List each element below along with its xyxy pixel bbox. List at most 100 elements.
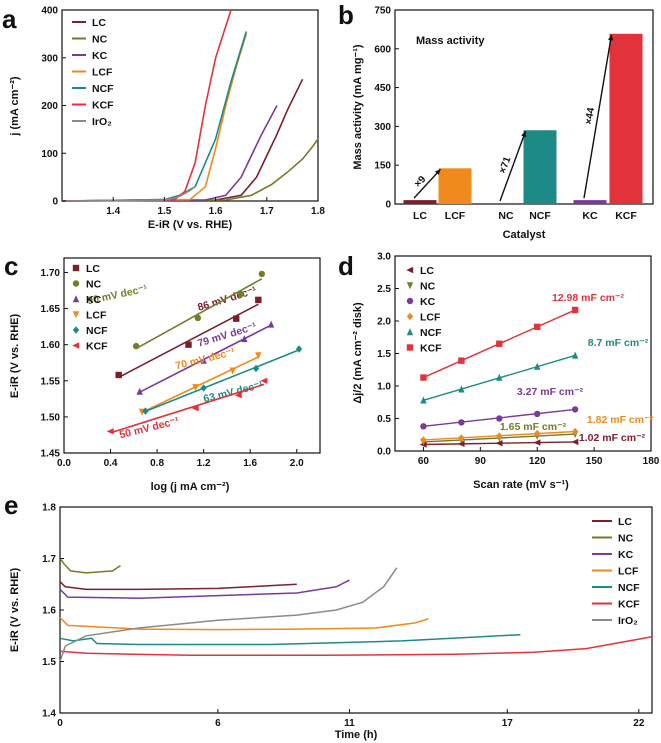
panel-a-ylabel: j (mA cm⁻²) [9, 76, 21, 137]
panel-letter-d: d [338, 251, 354, 281]
panel-c-x-tick-label: 1.2 [197, 458, 211, 469]
legend-marker-nc [406, 282, 414, 290]
data-point-kcf [534, 323, 541, 331]
panel-a-y-tick-label: 400 [41, 6, 58, 17]
legend-label-lcf: LCF [92, 67, 113, 79]
legend-marker-ncf [72, 326, 80, 334]
panel-a-x-tick-label: 1.4 [106, 206, 120, 217]
panel-e-x-tick-label: 6 [215, 718, 221, 729]
ratio-arrow [499, 131, 527, 202]
data-point-kcf [191, 405, 199, 412]
cdl-label-lc: 1.02 mF cm⁻² [579, 432, 646, 444]
panel-c-x-tick-label: 1.6 [243, 458, 257, 469]
fit-line-kc [139, 324, 272, 393]
data-point-ncf [200, 384, 207, 392]
series-line-iro2 [59, 567, 398, 662]
data-point-kcf [496, 340, 503, 347]
panel-d-y-tick-label: 0.0 [377, 447, 391, 458]
bar-label-ncf: NCF [529, 210, 551, 222]
panel-a-x-tick-label: 1.5 [157, 206, 171, 217]
bar-nc [489, 202, 523, 204]
ratio-arrowhead [608, 34, 614, 41]
bar-lcf [438, 168, 472, 204]
panel-d-x-tick-label: 150 [586, 456, 603, 467]
panel-e-x-tick-label: 17 [502, 718, 514, 729]
panel-e-x-tick-label: 22 [633, 718, 645, 729]
legend-label-kc: KC [92, 50, 108, 62]
panel-c-x-tick-label: 0.4 [104, 458, 118, 469]
panel-a-y-tick-label: 200 [41, 101, 58, 112]
legend-marker-lcf [406, 312, 414, 321]
panel-e-y-tick-label: 1.5 [42, 657, 56, 668]
data-point-lcf [571, 427, 579, 436]
panel-d-x-tick-label: 60 [418, 456, 430, 467]
bar-kc [573, 200, 607, 204]
cdl-label-lcf: 1.82 mF cm⁻² [587, 414, 654, 426]
panel-a-x-tick-label: 1.6 [209, 206, 223, 217]
data-point-kc [496, 415, 503, 422]
legend-marker-kcf [72, 342, 80, 349]
panel-d-y-tick-label: 1.5 [377, 349, 391, 360]
data-point-lc [115, 371, 122, 379]
cdl-label-ncf: 8.7 mF cm⁻² [588, 337, 649, 349]
panel-c-ylabel: E-iR (V vs. RHE) [9, 313, 21, 398]
panel-a-xlabel: E-iR (V vs. RHE) [148, 219, 233, 231]
series-line-ncf [59, 633, 521, 646]
data-point-nc [194, 314, 202, 322]
panel-e-ylabel: E-iR (V vs. RHE) [9, 567, 21, 652]
bar-label-lcf: LCF [445, 210, 466, 222]
legend-marker-kc [406, 297, 414, 305]
series-line-lc [59, 581, 297, 591]
panel-c-y-tick-label: 1.45 [41, 449, 61, 460]
panel-d-y-tick-label: 2.5 [377, 284, 391, 295]
panel-c-x-tick-label: 2.0 [290, 458, 304, 469]
data-point-lc [255, 296, 262, 304]
data-point-kcf [106, 428, 114, 435]
data-point-ncf [252, 364, 260, 373]
legend-label-kcf: KCF [86, 341, 108, 353]
legend-label-lc: LC [420, 265, 434, 277]
legend-label-iro2: IrO₂ [618, 615, 638, 627]
data-point-lc [457, 440, 465, 448]
legend-label-nc: NC [86, 279, 102, 291]
fit-line-lcf [141, 356, 259, 414]
panel-c-x-tick-label: 0.0 [57, 458, 71, 469]
data-point-kc [136, 387, 143, 395]
legend-marker-lcf [72, 311, 80, 319]
panel-d-x-tick-label: 90 [475, 456, 487, 467]
panel-a-y-tick-label: 0 [52, 197, 58, 208]
panel-letter-b: b [338, 0, 354, 30]
data-point-kcf [420, 374, 427, 381]
data-point-lcf [192, 384, 199, 392]
panel-a-x-tick-label: 1.7 [260, 206, 274, 217]
data-point-lcf [458, 434, 465, 442]
panel-a-y-tick-label: 100 [41, 149, 58, 160]
data-point-ncf [458, 385, 465, 393]
series-line-kc [61, 105, 278, 202]
data-point-ncf [534, 362, 541, 370]
slope-label-lcf: 70 mV dec⁻¹ [174, 346, 237, 373]
panel-b-y-tick-label: 300 [374, 122, 391, 133]
panel-d-y-tick-label: 0.5 [377, 414, 391, 425]
panel-letter-e: e [4, 490, 18, 520]
series-line-ncf [61, 31, 248, 202]
series-line-kcf [61, 9, 232, 202]
data-point-kc [458, 419, 465, 426]
data-point-kcf [458, 357, 465, 364]
panel-c-x-tick-label: 0.8 [150, 458, 164, 469]
series-line-lcf [59, 617, 429, 631]
data-point-ncf [420, 396, 427, 404]
panel-b-title: Mass activity [416, 35, 485, 47]
panel-b-y-tick-label: 750 [374, 6, 391, 17]
panel-b-y-tick-label: 450 [374, 83, 391, 94]
data-point-lc [233, 315, 240, 322]
data-point-kcf [260, 377, 268, 384]
data-point-lcf [229, 367, 236, 375]
fit-line-ncf [145, 349, 300, 413]
legend-label-lcf: LCF [618, 566, 639, 578]
bar-lc [403, 200, 437, 204]
data-point-kc [200, 356, 207, 364]
ratio-arrowhead [434, 169, 441, 176]
legend-label-lc: LC [92, 17, 106, 29]
